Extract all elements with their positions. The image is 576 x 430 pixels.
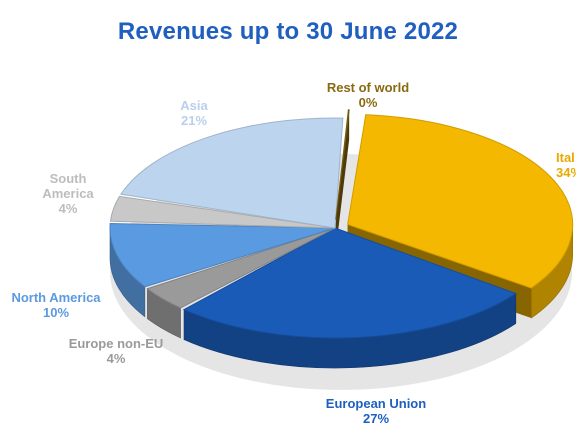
slice-label-value: 34% <box>556 165 576 180</box>
slice-label-value: 21% <box>181 113 207 128</box>
slice-label-name: America <box>42 186 94 201</box>
slice-european-union <box>182 227 517 339</box>
slice-label-name: North America <box>11 290 101 305</box>
slice-label-value: 4% <box>107 351 126 366</box>
slice-label-asia: Asia 21% <box>180 98 208 128</box>
slice-label-north-america: North America 10% <box>11 290 101 320</box>
slice-label-name: European Union <box>326 396 426 411</box>
slice-wall-rest-of-world-1 <box>335 109 350 250</box>
slice-label-rest-of-world: Rest of world 0% <box>327 80 409 110</box>
slice-label-name: Ital <box>556 150 575 165</box>
slice-label-name: Rest of world <box>327 80 409 95</box>
slice-label-name: Europe non-EU <box>69 336 164 351</box>
slice-label-value: 27% <box>363 411 389 426</box>
slice-label-european-union: European Union 27% <box>326 396 426 426</box>
slice-italy <box>347 114 574 289</box>
slice-north-america <box>109 222 336 288</box>
slice-europe-non-eu <box>146 227 336 309</box>
slice-label-south-america: South America 4% <box>42 171 94 216</box>
slice-label-value: 10% <box>43 305 69 320</box>
slice-label-value: 0% <box>359 95 378 110</box>
pie-top-layer <box>109 109 574 339</box>
slice-label-name: South <box>50 171 87 186</box>
slice-south-america <box>109 195 336 229</box>
chart-title: Revenues up to 30 June 2022 <box>117 18 459 45</box>
slice-label-europe-non-eu: Europe non-EU 4% <box>69 336 164 366</box>
slice-asia <box>120 117 344 229</box>
slice-rest-of-world <box>335 109 350 220</box>
slice-label-value: 4% <box>59 201 78 216</box>
slice-label-name: Asia <box>180 98 208 113</box>
